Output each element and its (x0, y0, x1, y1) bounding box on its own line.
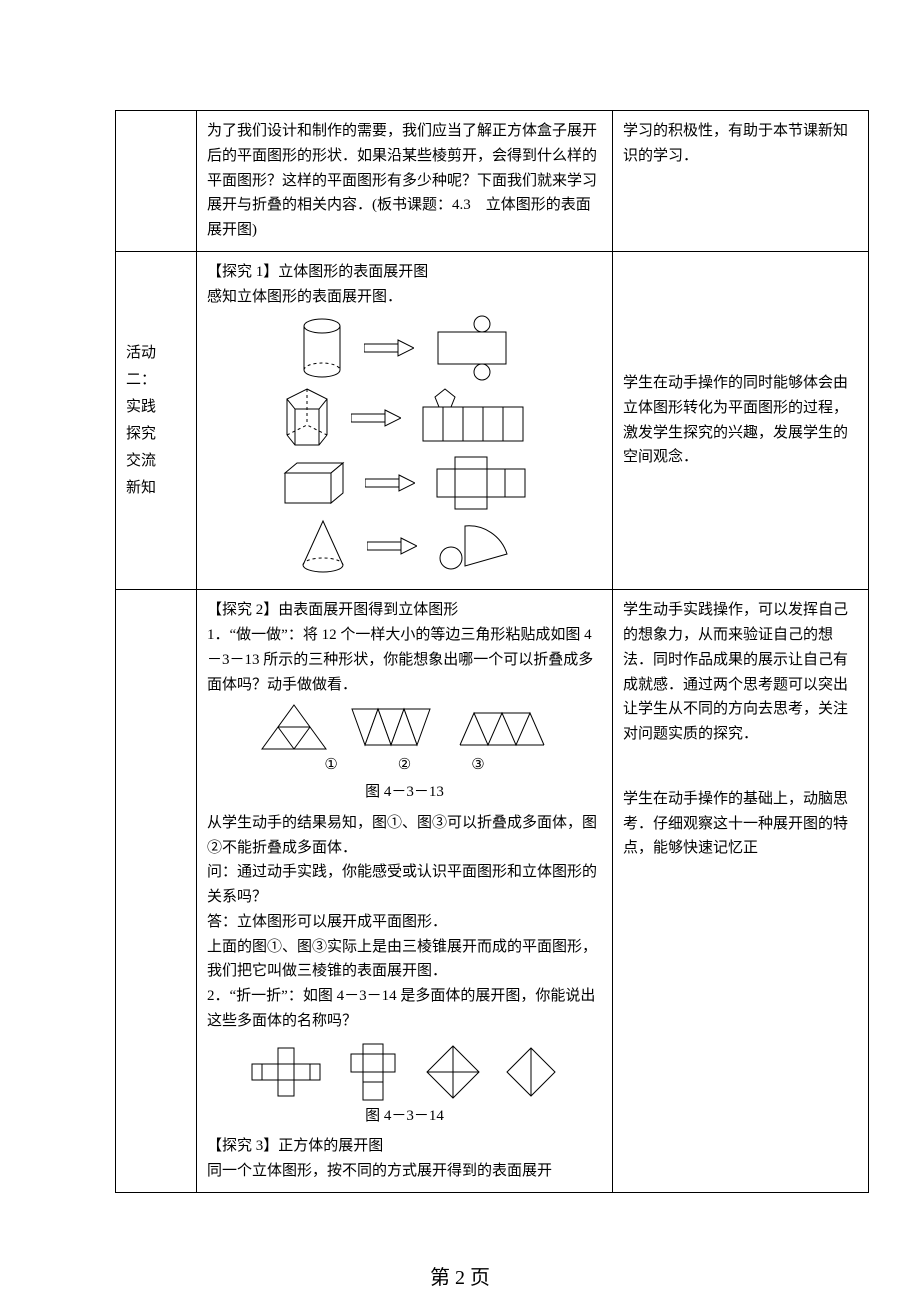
arrow-icon (364, 338, 414, 358)
inquiry2-p4: 答：立体图形可以展开成平面图形． (207, 910, 602, 935)
row3-mid-cell: 【探究 2】由表面展开图得到立体图形 1．“做一做”：将 12 个一样大小的等边… (197, 590, 613, 1193)
row-1: 为了我们设计和制作的需要，我们应当了解正方体盒子展开后的平面图形的形状．如果沿某… (116, 111, 869, 252)
fig-cuboid (207, 455, 602, 511)
inquiry3-p7: 同一个立体图形，按不同的方式展开得到的表面展开 (207, 1159, 602, 1184)
row1-right-text: 学习的积极性，有助于本节课新知识的学习． (623, 123, 848, 164)
spacer (623, 747, 858, 787)
cylinder-net-icon (432, 315, 512, 381)
tri-net-1-icon (258, 703, 330, 753)
row2-left-cell: 活动 二： 实践 探究 交流 新知 (116, 251, 197, 590)
inquiry1-sub: 感知立体图形的表面展开图． (207, 285, 602, 310)
row1-left-cell (116, 111, 197, 252)
tri-labels: ① ② ③ (207, 753, 602, 778)
arrow-icon (351, 408, 401, 428)
cone-icon (297, 517, 349, 575)
tri-net-2-icon (348, 703, 438, 753)
row1-mid-cell: 为了我们设计和制作的需要，我们应当了解正方体盒子展开后的平面图形的形状．如果沿某… (197, 111, 613, 252)
pentaprism-icon (281, 387, 333, 449)
cuboid-net-icon (433, 455, 529, 511)
row1-mid-text: 为了我们设计和制作的需要，我们应当了解正方体盒子展开后的平面图形的形状．如果沿某… (207, 123, 597, 238)
inquiry2-p3: 问：通过动手实践，你能感受或认识平面图形和立体图形的关系吗？ (207, 860, 602, 910)
lesson-plan-table: 为了我们设计和制作的需要，我们应当了解正方体盒子展开后的平面图形的形状．如果沿某… (115, 110, 869, 1193)
inquiry2-p2: 从学生动手的结果易知，图①、图③可以折叠成多面体，图②不能折叠成多面体． (207, 811, 602, 861)
inquiry2-p6: 2．“折一折”：如图 4－3－14 是多面体的展开图，你能说出这些多面体的名称吗… (207, 984, 602, 1034)
cone-net-icon (435, 520, 513, 572)
row-3: 【探究 2】由表面展开图得到立体图形 1．“做一做”：将 12 个一样大小的等边… (116, 590, 869, 1193)
fig-cylinder (207, 315, 602, 381)
tri-label-2: ② (398, 753, 411, 778)
activity-label: 活动 二： 实践 探究 交流 新知 (126, 340, 186, 502)
vlabel-line-0: 活动 (126, 340, 186, 367)
pentaprism-net-icon (419, 387, 529, 449)
vlabel-line-3: 探究 (126, 421, 186, 448)
arrow-icon (367, 536, 417, 556)
octahedron-net-icon (425, 1044, 481, 1100)
inquiry2-p1: 1．“做一做”：将 12 个一样大小的等边三角形粘贴成如图 4－3－13 所示的… (207, 623, 602, 697)
row-2: 活动 二： 实践 探究 交流 新知 【探究 1】立体图形的表面展开图 感知立体图… (116, 251, 869, 590)
tri-label-1: ① (324, 753, 337, 778)
vlabel-line-2: 实践 (126, 394, 186, 421)
inquiry3-title: 【探究 3】正方体的展开图 (207, 1134, 602, 1159)
row3-right-bottom: 学生在动手操作的基础上，动脑思考．仔细观察这十一种展开图的特点，能够快速记忆正 (623, 787, 858, 861)
row2-mid-cell: 【探究 1】立体图形的表面展开图 感知立体图形的表面展开图． (197, 251, 613, 590)
row1-right-cell: 学习的积极性，有助于本节课新知识的学习． (613, 111, 869, 252)
fig-pentaprism (207, 387, 602, 449)
row2-right-text: 学生在动手操作的同时能够体会由立体图形转化为平面图形的过程，激发学生探究的兴趣，… (623, 375, 848, 465)
vlabel-line-1: 二： (126, 367, 186, 394)
cube-cross-net-icon (251, 1046, 321, 1098)
fig-4-3-13 (207, 703, 602, 753)
tetra-net-icon (503, 1044, 559, 1100)
cylinder-icon (298, 317, 346, 379)
fig-cone (207, 517, 602, 575)
tri-label-3: ③ (471, 753, 484, 778)
vlabel-line-5: 新知 (126, 475, 186, 502)
vlabel-line-4: 交流 (126, 448, 186, 475)
tri-net-3-icon (456, 703, 552, 753)
arrow-icon (365, 473, 415, 493)
fig14-caption: 图 4－3－14 (207, 1104, 602, 1129)
row3-right-cell: 学生动手实践操作，可以发挥自己的想象力，从而来验证自己的想法．同时作品成果的展示… (613, 590, 869, 1193)
inquiry2-title: 【探究 2】由表面展开图得到立体图形 (207, 598, 602, 623)
fig-4-3-14 (207, 1042, 602, 1102)
cuboid-icon (281, 459, 347, 507)
row2-right-cell: 学生在动手操作的同时能够体会由立体图形转化为平面图形的过程，激发学生探究的兴趣，… (613, 251, 869, 590)
page-number: 第 2 页 (0, 1261, 920, 1290)
inquiry1-title: 【探究 1】立体图形的表面展开图 (207, 260, 602, 285)
inquiry2-p5: 上面的图①、图③实际上是由三棱锥展开而成的平面图形，我们把它叫做三棱锥的表面展开… (207, 935, 602, 985)
row3-right-top: 学生动手实践操作，可以发挥自己的想象力，从而来验证自己的想法．同时作品成果的展示… (623, 598, 858, 747)
row3-left-cell (116, 590, 197, 1193)
fig13-caption: 图 4－3－13 (207, 780, 602, 805)
cuboid-T-net-icon (343, 1042, 403, 1102)
